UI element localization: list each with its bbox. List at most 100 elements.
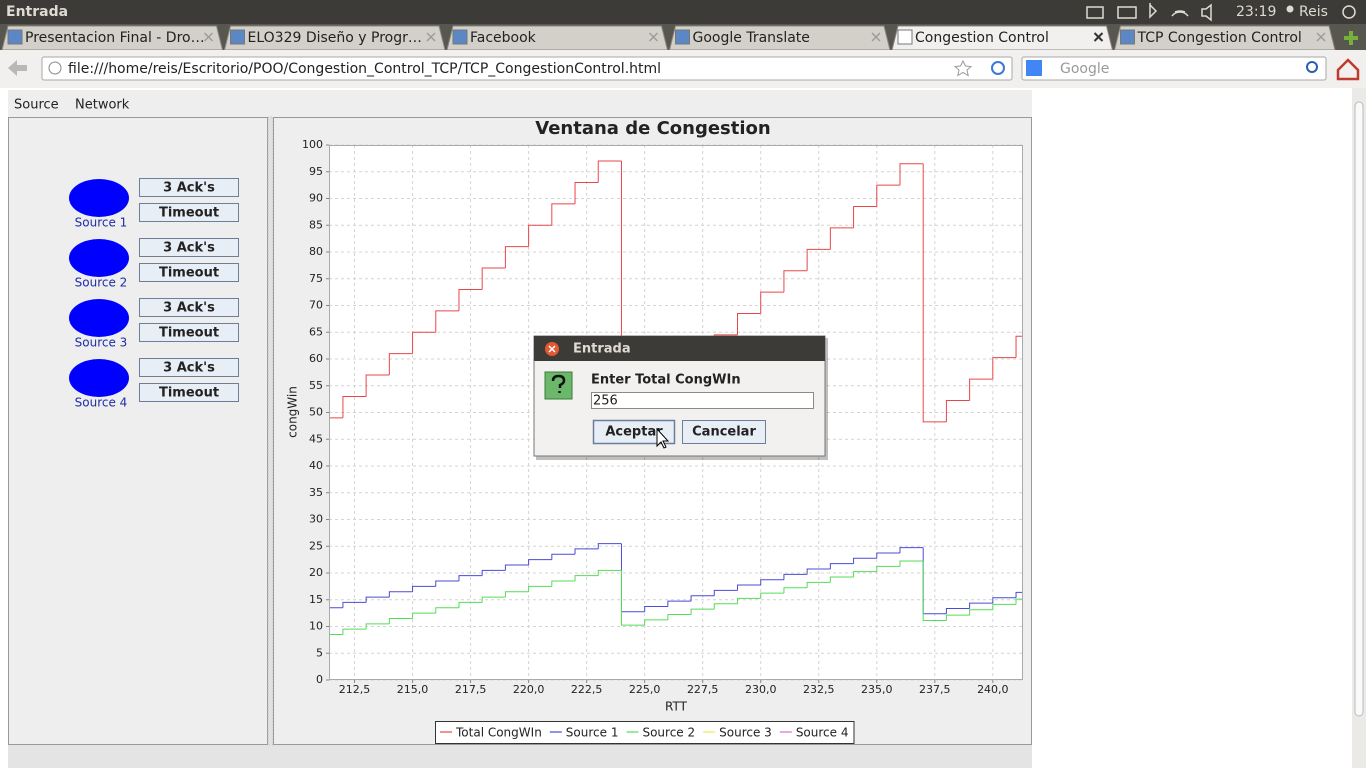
step-segment bbox=[969, 378, 993, 401]
search-engine-icon bbox=[1026, 60, 1042, 76]
timeout-button[interactable] bbox=[139, 203, 239, 222]
legend-label: Source 3 bbox=[719, 726, 772, 740]
ack-button[interactable] bbox=[139, 238, 239, 257]
tab-title: Google Translate bbox=[693, 30, 810, 46]
tab-icon bbox=[452, 29, 468, 45]
y-tick-label: 20 bbox=[309, 566, 323, 579]
step-segment bbox=[783, 573, 808, 580]
step-segment bbox=[992, 603, 1017, 610]
step-segment bbox=[806, 581, 831, 588]
source-node[interactable] bbox=[69, 299, 129, 337]
accept-label: Aceptar bbox=[605, 425, 663, 440]
user-name[interactable]: Reis bbox=[1299, 4, 1328, 20]
url[interactable]: file:///home/reis/Escritorio/POO/Congest… bbox=[68, 61, 661, 77]
step-segment bbox=[481, 569, 506, 576]
timeout-button[interactable] bbox=[139, 263, 239, 282]
step-segment bbox=[1015, 598, 1023, 605]
ack-label: 3 Ack's bbox=[163, 301, 215, 316]
back-button[interactable] bbox=[8, 60, 27, 76]
tab-title: Presentacion Final - Dro… bbox=[25, 30, 205, 46]
step-segment bbox=[388, 353, 413, 376]
tab-close[interactable] bbox=[1093, 32, 1104, 42]
tab-close[interactable] bbox=[1316, 32, 1326, 42]
search-icon[interactable] bbox=[1306, 61, 1318, 73]
step-segment bbox=[342, 601, 367, 608]
step-segment bbox=[667, 600, 692, 607]
source-label: Source 3 bbox=[75, 336, 128, 350]
tab-title: Facebook bbox=[470, 30, 537, 46]
tab-close[interactable] bbox=[426, 32, 436, 42]
step-segment bbox=[899, 163, 924, 186]
step-segment bbox=[760, 579, 784, 586]
source-node[interactable] bbox=[69, 179, 129, 217]
step-segment bbox=[574, 548, 599, 555]
y-tick-label: 5 bbox=[316, 646, 323, 659]
timeout-button[interactable] bbox=[139, 383, 239, 402]
step-segment bbox=[922, 560, 947, 621]
step-segment bbox=[992, 597, 1017, 604]
y-tick-label: 50 bbox=[309, 406, 323, 419]
legend-label: Source 1 bbox=[566, 726, 619, 740]
ack-button[interactable] bbox=[139, 178, 239, 197]
dialog-input[interactable] bbox=[591, 392, 814, 409]
scroll-thumb[interactable] bbox=[1354, 101, 1364, 717]
step-segment bbox=[574, 575, 599, 582]
clock[interactable]: 23:19 bbox=[1236, 4, 1276, 20]
ack-button[interactable] bbox=[139, 358, 239, 377]
accept-button[interactable] bbox=[592, 419, 676, 445]
source-node[interactable] bbox=[69, 239, 129, 277]
step-segment bbox=[783, 270, 808, 293]
x-tick-label: 220,0 bbox=[513, 683, 545, 696]
timeout-button[interactable] bbox=[139, 323, 239, 342]
bookmark-star[interactable] bbox=[953, 59, 973, 77]
source-label: Source 2 bbox=[75, 276, 128, 290]
tab-close[interactable] bbox=[871, 32, 881, 42]
cancel-button[interactable] bbox=[682, 420, 766, 444]
tab-close[interactable] bbox=[204, 32, 213, 42]
ack-label: 3 Ack's bbox=[163, 181, 215, 196]
step-segment bbox=[899, 547, 924, 553]
step-segment bbox=[1015, 591, 1023, 598]
step-segment bbox=[899, 560, 924, 567]
step-segment bbox=[644, 605, 668, 612]
menu-source[interactable]: Source bbox=[14, 98, 59, 113]
step-segment bbox=[992, 357, 1017, 380]
reload[interactable] bbox=[991, 61, 1005, 75]
step-segment bbox=[620, 570, 645, 626]
dialog-prompt: Enter Total CongWIn bbox=[591, 373, 741, 388]
dialog-close-x bbox=[548, 345, 556, 353]
ack-button[interactable] bbox=[139, 298, 239, 317]
legend-box bbox=[435, 721, 855, 744]
menu-network[interactable]: Network bbox=[75, 98, 130, 113]
split-divider[interactable] bbox=[267, 116, 274, 746]
x-tick-label: 225,0 bbox=[629, 683, 661, 696]
step-segment bbox=[922, 163, 947, 423]
step-segment bbox=[435, 580, 459, 587]
y-tick-label: 70 bbox=[309, 299, 323, 312]
home-button[interactable] bbox=[1336, 58, 1360, 81]
source-node[interactable] bbox=[69, 359, 129, 397]
step-segment bbox=[597, 543, 622, 549]
x-tick-label: 230,0 bbox=[745, 683, 777, 696]
step-segment bbox=[365, 374, 390, 397]
y-tick-label: 30 bbox=[309, 513, 323, 526]
step-segment bbox=[365, 623, 390, 630]
step-segment bbox=[806, 248, 831, 271]
step-segment bbox=[853, 206, 877, 228]
tab-icon bbox=[897, 29, 913, 45]
tab-title: TCP Congestion Control bbox=[1137, 30, 1302, 46]
timeout-label: Timeout bbox=[159, 266, 219, 281]
search-box[interactable] bbox=[1021, 56, 1327, 81]
step-segment bbox=[829, 563, 854, 569]
y-axis-label: congWin bbox=[286, 386, 300, 438]
address-bar[interactable] bbox=[41, 56, 1013, 81]
chart-title: Ventana de Congestion bbox=[535, 118, 770, 139]
x-tick-label: 237,5 bbox=[919, 683, 951, 696]
step-segment bbox=[1015, 335, 1023, 358]
x-tick-label: 240,0 bbox=[977, 683, 1009, 696]
tab-close[interactable] bbox=[649, 32, 658, 42]
ack-label: 3 Ack's bbox=[163, 241, 215, 256]
timeout-label: Timeout bbox=[159, 386, 219, 401]
dialog-input-value: 256 bbox=[593, 394, 618, 409]
legend-label: Source 2 bbox=[642, 726, 695, 740]
